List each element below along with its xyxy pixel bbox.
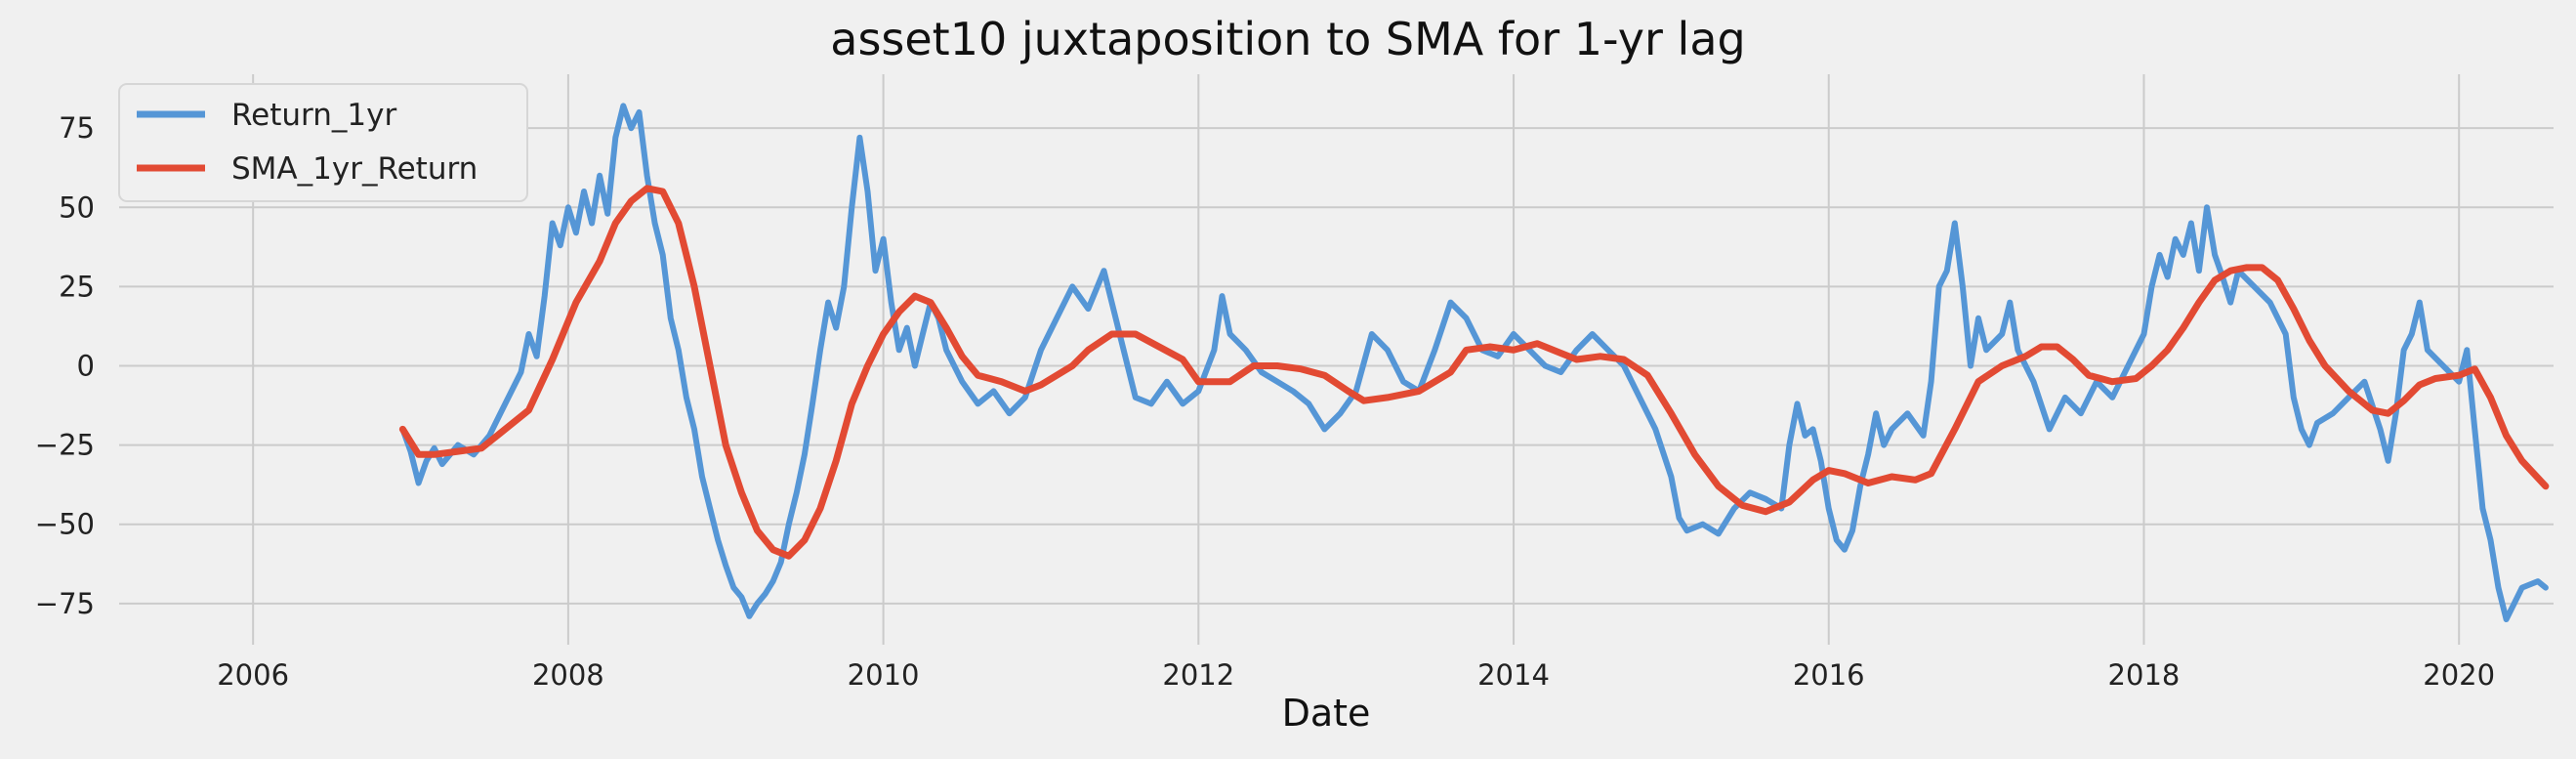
x-axis-label: Date [1282, 692, 1371, 735]
x-tick-labels: 2006 2008 2010 2012 2014 2016 2018 2020 [217, 658, 2495, 692]
x-tick-label: 2014 [1477, 658, 1550, 692]
x-tick-label: 2006 [217, 658, 289, 692]
chart-title: asset10 juxtaposition to SMA for 1-yr la… [830, 13, 1745, 65]
y-tick-label: −25 [35, 429, 95, 462]
y-tick-label: 25 [59, 270, 95, 303]
x-tick-label: 2016 [1793, 658, 1865, 692]
y-tick-label: 50 [59, 190, 95, 224]
y-tick-label: 75 [59, 111, 95, 145]
legend-label-sma: SMA_1yr_Return [231, 151, 478, 187]
x-tick-label: 2018 [2108, 658, 2181, 692]
series-line-return-1yr [399, 103, 2549, 622]
series-layer [398, 103, 2550, 622]
legend-label-return: Return_1yr [231, 98, 396, 133]
legend: Return_1yr SMA_1yr_Return [118, 83, 528, 202]
y-tick-label: −75 [35, 587, 95, 620]
x-tick-label: 2020 [2423, 658, 2495, 692]
grid-lines [119, 74, 2554, 645]
x-tick-label: 2012 [1162, 658, 1234, 692]
x-tick-label: 2008 [532, 658, 604, 692]
x-tick-label: 2010 [848, 658, 920, 692]
series-line-sma-1yr-return [398, 185, 2550, 560]
y-tick-label: 0 [77, 349, 95, 382]
y-tick-labels: −75 −50 −25 0 25 50 75 [35, 111, 95, 620]
legend-box [118, 83, 528, 202]
y-tick-label: −50 [35, 508, 95, 541]
